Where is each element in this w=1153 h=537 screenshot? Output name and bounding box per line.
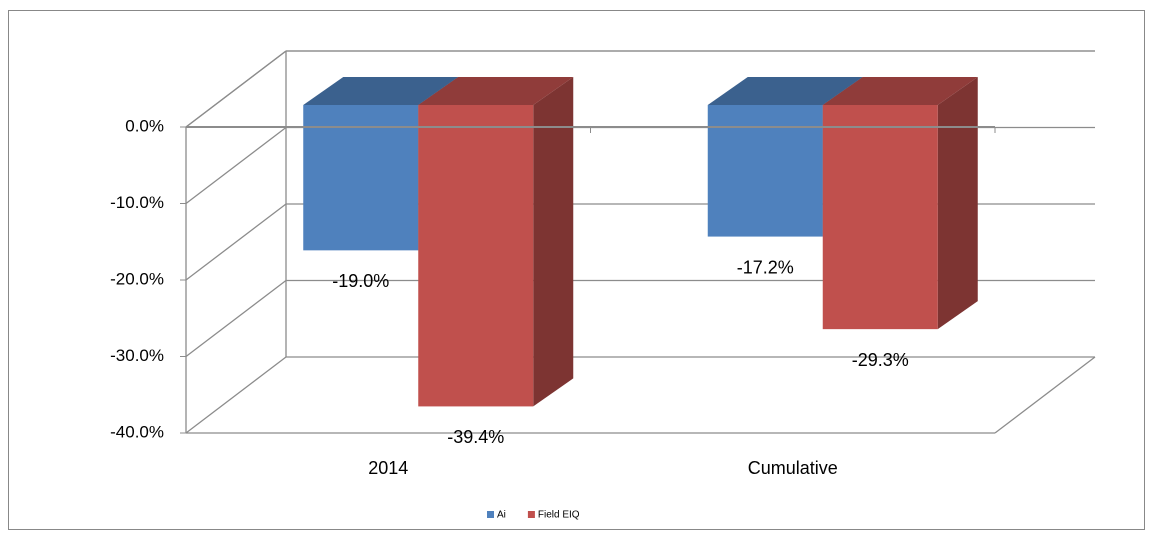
bar-side (533, 77, 574, 407)
grid-line-side (185, 126, 287, 205)
y-tick-label: -20.0% (110, 269, 164, 288)
y-tick-label: -10.0% (110, 193, 164, 212)
data-label: -19.0% (332, 271, 389, 291)
x-tick-label: 2014 (368, 458, 408, 478)
bar-top (418, 77, 574, 105)
grid-line-side (185, 356, 287, 434)
bar (822, 105, 938, 330)
grid-line-side (185, 203, 287, 281)
legend-label: Field EIQ (538, 510, 580, 521)
bar-top (707, 77, 863, 105)
y-tick-label: -40.0% (110, 422, 164, 441)
data-label: -39.4% (447, 427, 504, 447)
x-axis-side (185, 50, 287, 128)
bar-top (822, 77, 978, 105)
x-tick-label: Cumulative (748, 458, 838, 478)
bar-side (937, 77, 978, 330)
legend-swatch (487, 511, 494, 518)
legend-swatch (527, 511, 535, 518)
bar (707, 105, 823, 237)
data-label: -17.2% (737, 257, 794, 277)
y-tick-label: -30.0% (110, 346, 164, 365)
legend-label: Ai (497, 510, 506, 521)
floor-right (994, 356, 1096, 434)
bar-top (303, 77, 459, 105)
bar (418, 105, 534, 407)
bar (303, 105, 419, 251)
data-label: -29.3% (852, 350, 909, 370)
grid-line-side (185, 279, 287, 358)
y-tick-label: 0.0% (125, 116, 164, 135)
